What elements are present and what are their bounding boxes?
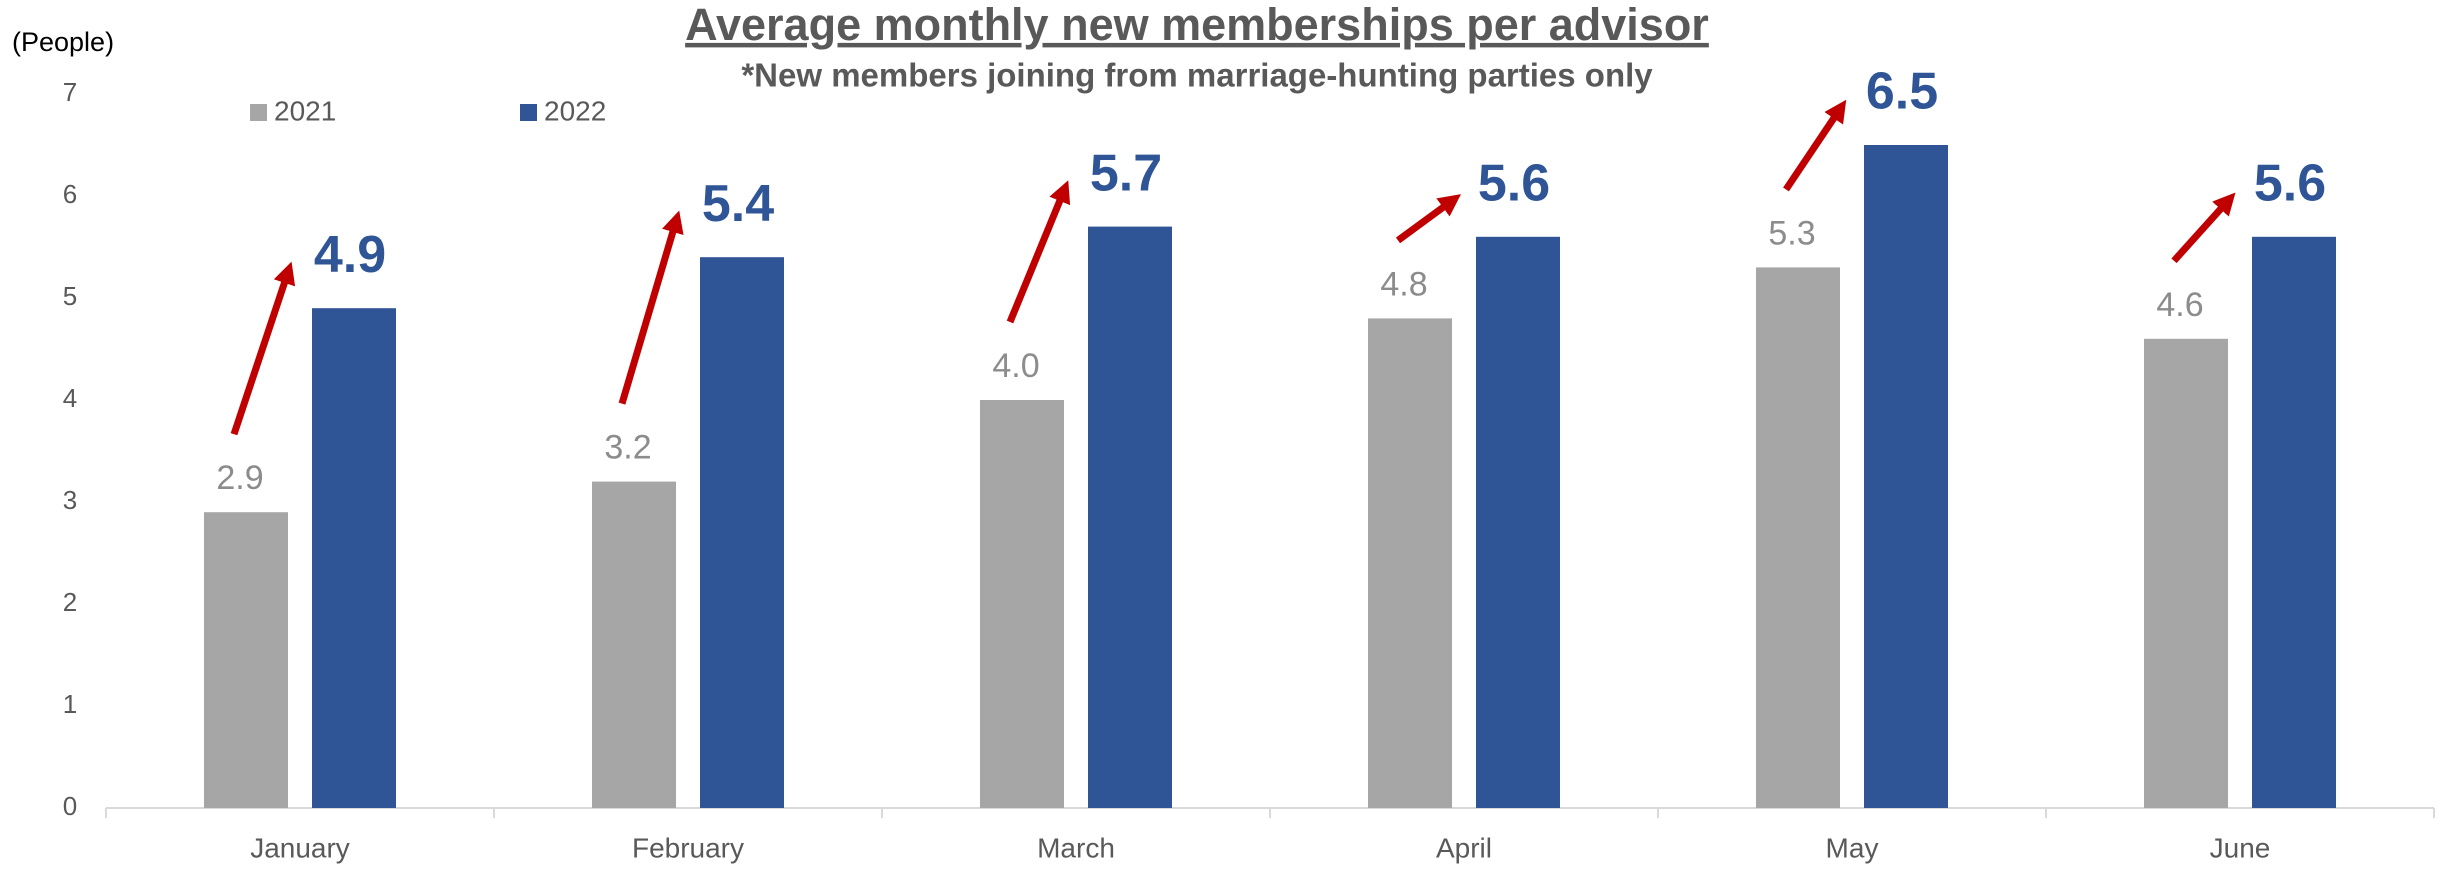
legend-label: 2022 bbox=[544, 95, 606, 126]
bar bbox=[1368, 318, 1452, 808]
arrow bbox=[618, 210, 684, 405]
data-label: 2.9 bbox=[216, 459, 263, 497]
data-label: 4.8 bbox=[1380, 265, 1427, 303]
x-tick-label: June bbox=[2210, 832, 2271, 863]
bar bbox=[980, 400, 1064, 808]
y-tick-label: 4 bbox=[63, 383, 77, 413]
y-tick-label: 0 bbox=[63, 791, 77, 821]
chart-title: Average monthly new memberships per advi… bbox=[685, 0, 1709, 50]
bar bbox=[312, 308, 396, 808]
bar bbox=[2144, 338, 2228, 808]
bar bbox=[204, 512, 288, 808]
x-tick-label: March bbox=[1037, 832, 1115, 863]
legend-swatch bbox=[520, 104, 537, 121]
data-label: 5.3 bbox=[1768, 214, 1815, 252]
bar bbox=[592, 481, 676, 808]
arrow bbox=[1395, 194, 1462, 244]
y-tick-label: 6 bbox=[63, 179, 77, 209]
data-label: 5.6 bbox=[2254, 155, 2326, 213]
data-label: 5.7 bbox=[1090, 144, 1162, 202]
data-label: 5.4 bbox=[702, 175, 774, 233]
x-tick-label: January bbox=[250, 832, 350, 863]
arrow bbox=[1006, 180, 1071, 324]
data-label: 4.9 bbox=[314, 226, 386, 284]
y-tick-label: 3 bbox=[63, 485, 77, 515]
legend-swatch bbox=[250, 104, 267, 121]
legend-label: 2021 bbox=[274, 95, 336, 126]
data-label: 4.0 bbox=[992, 347, 1039, 385]
data-label: 6.5 bbox=[1866, 63, 1938, 121]
y-tick-label: 7 bbox=[63, 77, 77, 107]
bar bbox=[1476, 236, 1560, 809]
y-axis-label: (People) bbox=[12, 27, 114, 57]
bar bbox=[700, 257, 784, 808]
x-tick-label: April bbox=[1436, 832, 1492, 863]
arrow bbox=[2171, 192, 2236, 264]
bar bbox=[1864, 145, 1948, 808]
x-tick-label: February bbox=[632, 832, 744, 863]
chart-subtitle: *New members joining from marriage-hunti… bbox=[741, 57, 1653, 94]
data-label: 5.6 bbox=[1478, 155, 1550, 213]
arrow bbox=[1783, 99, 1847, 192]
data-label: 3.2 bbox=[604, 429, 651, 467]
bar bbox=[2252, 236, 2336, 809]
y-tick-label: 2 bbox=[63, 587, 77, 617]
data-label: 4.6 bbox=[2156, 286, 2203, 324]
bar bbox=[1088, 226, 1172, 809]
y-tick-label: 5 bbox=[63, 281, 77, 311]
y-tick-label: 1 bbox=[63, 689, 77, 719]
x-tick-label: May bbox=[1826, 832, 1879, 863]
arrow bbox=[230, 261, 296, 436]
bar bbox=[1756, 267, 1840, 808]
